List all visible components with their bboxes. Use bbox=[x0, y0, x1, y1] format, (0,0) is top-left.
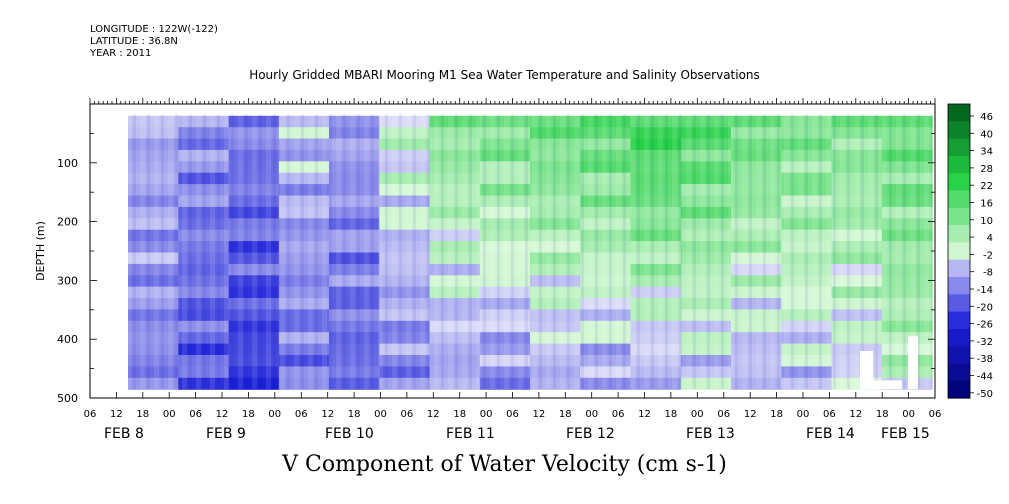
colorbar-segment bbox=[948, 346, 970, 364]
colorbar-segment bbox=[948, 277, 970, 295]
x-tick-label: 00 bbox=[902, 409, 915, 420]
colorbar-label: -14 bbox=[977, 285, 993, 296]
colorbar-label: 16 bbox=[980, 199, 993, 210]
x-day-label: FEB 15 bbox=[881, 426, 930, 442]
x-tick-label: 00 bbox=[797, 409, 810, 420]
y-tick-label: 200 bbox=[57, 216, 78, 229]
chart-title: Hourly Gridded MBARI Mooring M1 Sea Wate… bbox=[249, 68, 760, 82]
longitude-label: LONGITUDE : 122W(-122) bbox=[90, 24, 218, 35]
x-day-label: FEB 10 bbox=[325, 426, 374, 442]
variable-title: V Component of Water Velocity (cm s-1) bbox=[282, 452, 727, 477]
x-tick-label: 18 bbox=[136, 409, 149, 420]
colorbar-label: -50 bbox=[977, 389, 993, 400]
colorbar-segment bbox=[948, 328, 970, 347]
top-tick-marks bbox=[89, 98, 936, 104]
x-axis: 06 12 18 00 06 12 18 00 06 12 18 00 06 12 18 00 06 12 18 00… bbox=[84, 392, 942, 442]
x-tick-label: 00 bbox=[480, 409, 493, 420]
x-tick-label: 00 bbox=[163, 409, 176, 420]
x-tick-label: 06 bbox=[717, 409, 730, 420]
colorbar-segment bbox=[948, 207, 970, 226]
y-tick-label: 500 bbox=[57, 392, 78, 405]
x-tick-label: 06 bbox=[295, 409, 308, 420]
colorbar-label: -26 bbox=[977, 320, 993, 331]
colorbar-label: -44 bbox=[977, 372, 993, 383]
colorbar-segment bbox=[948, 190, 970, 209]
x-tick-label: 12 bbox=[638, 409, 651, 420]
x-day-label: FEB 8 bbox=[104, 426, 144, 442]
x-tick-label: 18 bbox=[559, 409, 572, 420]
colorbar-segment bbox=[948, 225, 970, 243]
colorbar-segment bbox=[948, 311, 970, 330]
x-tick-label: 18 bbox=[876, 409, 889, 420]
x-tick-label: 12 bbox=[216, 409, 229, 420]
y-axis: 100 200 300 400 500 bbox=[57, 132, 935, 405]
x-tick-label: 06 bbox=[612, 409, 625, 420]
colorbar-segment bbox=[948, 173, 970, 191]
x-tick-label: 06 bbox=[506, 409, 519, 420]
no-data-gap bbox=[860, 351, 873, 390]
colorbar-segment bbox=[948, 121, 970, 140]
x-tick-label: 12 bbox=[321, 409, 334, 420]
colorbar-label: 40 bbox=[980, 129, 993, 140]
x-tick-label: 06 bbox=[84, 409, 97, 420]
colorbar-label: -38 bbox=[977, 354, 993, 365]
x-tick-label: 12 bbox=[110, 409, 123, 420]
x-tick-label: 00 bbox=[268, 409, 281, 420]
year-label: YEAR : 2011 bbox=[90, 48, 152, 59]
colorbar-segment bbox=[948, 259, 970, 278]
colorbar-label: 46 bbox=[980, 112, 993, 123]
colorbar-label: -32 bbox=[977, 337, 993, 348]
colorbar-frame bbox=[947, 103, 971, 399]
x-tick-label: 12 bbox=[744, 409, 757, 420]
x-tick-label: 12 bbox=[427, 409, 440, 420]
colorbar-label: 22 bbox=[980, 181, 993, 192]
x-tick-label: 00 bbox=[374, 409, 387, 420]
x-tick-label: 18 bbox=[453, 409, 466, 420]
x-day-label: FEB 9 bbox=[206, 426, 246, 442]
x-day-label: FEB 11 bbox=[446, 426, 495, 442]
colorbar-label: 10 bbox=[980, 216, 993, 227]
colorbar-segment bbox=[948, 138, 970, 157]
no-data-gap bbox=[872, 380, 902, 390]
latitude-label: LATITUDE : 36.8N bbox=[90, 36, 178, 47]
x-day-label: FEB 14 bbox=[806, 426, 855, 442]
white-gaps bbox=[860, 336, 918, 390]
colorbar-label: -8 bbox=[983, 268, 993, 279]
x-tick-label: 00 bbox=[691, 409, 704, 420]
colorbar-label: 4 bbox=[987, 233, 993, 244]
x-tick-label: 06 bbox=[401, 409, 414, 420]
colorbar: 46 40 34 28 22 16 10 4 -2 -8 -14 -20 -26 -32 -38 -44 -50 bbox=[947, 103, 993, 400]
no-data-gap bbox=[908, 336, 918, 390]
colorbar-segment bbox=[948, 242, 970, 261]
colorbar-segment bbox=[948, 155, 970, 174]
y-tick-label: 100 bbox=[57, 157, 78, 170]
x-tick-label: 06 bbox=[823, 409, 836, 420]
colorbar-segment bbox=[948, 363, 970, 382]
x-tick-label: 06 bbox=[189, 409, 202, 420]
x-tick-label: 18 bbox=[242, 409, 255, 420]
x-tick-label: 12 bbox=[533, 409, 546, 420]
x-day-label: FEB 13 bbox=[686, 426, 735, 442]
x-tick-label: 06 bbox=[929, 409, 942, 420]
colorbar-segment bbox=[948, 294, 970, 313]
x-tick-label: 18 bbox=[770, 409, 783, 420]
x-tick-label: 18 bbox=[348, 409, 361, 420]
streak-texture bbox=[128, 114, 932, 389]
x-tick-label: 12 bbox=[849, 409, 862, 420]
y-tick-label: 400 bbox=[57, 333, 78, 346]
colorbar-segment bbox=[948, 104, 970, 122]
colorbar-label: -20 bbox=[977, 302, 993, 313]
x-tick-label: 00 bbox=[585, 409, 598, 420]
y-axis-label: DEPTH (m) bbox=[34, 221, 47, 281]
colorbar-label: -2 bbox=[983, 250, 993, 261]
colorbar-segment bbox=[948, 380, 970, 399]
x-day-label: FEB 12 bbox=[566, 426, 615, 442]
colorbar-label: 28 bbox=[980, 164, 993, 175]
colorbar-label: 34 bbox=[980, 147, 993, 158]
y-tick-label: 300 bbox=[57, 274, 78, 287]
x-tick-label: 18 bbox=[665, 409, 678, 420]
